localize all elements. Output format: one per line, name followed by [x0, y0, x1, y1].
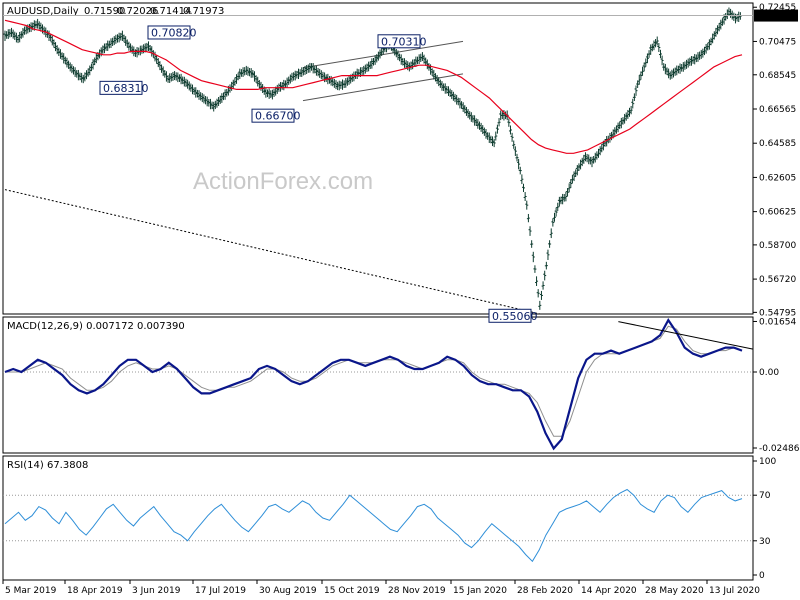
- rsi-tick-label: 0: [759, 571, 765, 581]
- channel-lines: [302, 40, 464, 102]
- price-tick-label: 0.60625: [759, 208, 796, 218]
- macd-tick-label: -0.02486: [759, 444, 800, 454]
- channel-lower: [302, 73, 464, 102]
- x-tick-label: 17 Jul 2019: [195, 586, 246, 596]
- x-tick-label: 28 May 2020: [645, 586, 704, 596]
- price-header-symbol: AUDUSD,Daily: [7, 6, 79, 17]
- x-axis: 5 Mar 2019 18 Apr 2019 3 Jun 2019 17 Jul 20…: [2, 580, 760, 596]
- price-annotation-label: 0.66700: [255, 110, 301, 123]
- x-tick-label: 3 Jun 2019: [132, 586, 181, 596]
- rsi-layer: 100 70 30 0: [3, 457, 776, 581]
- price-annotation-box: [99, 80, 143, 95]
- macd-signal-line: [5, 325, 743, 437]
- price-header-high: 0.72026: [117, 6, 158, 17]
- price-annotations: 0.70820 0.68310 0.66700 0.70310 0.55060: [99, 25, 538, 323]
- x-tick-label: 28 Feb 2020: [517, 586, 573, 596]
- rsi-header: RSI(14) 67.3808: [7, 460, 88, 471]
- price-annotation-box: [488, 308, 532, 323]
- price-tick-label: 0.58700: [759, 241, 796, 251]
- price-header-open: 0.71590: [84, 6, 125, 17]
- price-tick-label: 0.72455: [759, 3, 796, 13]
- x-tick-label: 28 Nov 2019: [388, 586, 446, 596]
- watermark: ActionForex.com: [193, 168, 373, 195]
- rsi-panel-frame: [2, 455, 754, 581]
- rsi-tick-label: 70: [759, 491, 771, 501]
- x-tick-label: 15 Jan 2020: [453, 586, 507, 596]
- price-annotation-box: [377, 34, 421, 49]
- last-price-label: 0.71973: [757, 13, 794, 23]
- price-header-low: 0.71414: [150, 6, 191, 17]
- price-annotation-box: [251, 108, 295, 123]
- macd-main-line: [4, 317, 743, 451]
- rsi-tick-label: 30: [759, 537, 771, 547]
- rsi-line: [4, 488, 743, 563]
- macd-layer: 0.01654 0.00 -0.02486: [3, 317, 800, 454]
- macd-trendline: [618, 321, 754, 350]
- x-tick-label: 15 Oct 2019: [324, 586, 380, 596]
- moving-average-line: [4, 19, 743, 154]
- price-annotation-label: 0.70820: [151, 26, 197, 39]
- x-tick-label: 13 Jul 2020: [709, 586, 760, 596]
- long-ma-line: [4, 189, 541, 315]
- price-tick-label: 0.68545: [759, 71, 796, 81]
- price-annotation-box: [147, 25, 191, 40]
- last-price-box: [754, 9, 798, 22]
- price-annotation-label: 0.68310: [103, 82, 149, 95]
- x-tick-label: 5 Mar 2019: [5, 586, 57, 596]
- macd-tick-label: 0.00: [759, 368, 779, 378]
- macd-panel-frame: [2, 316, 754, 454]
- price-tick-label: 0.66565: [759, 105, 796, 115]
- price-tick-label: 0.56720: [759, 275, 796, 285]
- ma-path: [4, 19, 743, 154]
- macd-header: MACD(12,26,9) 0.007172 0.007390: [7, 321, 185, 332]
- price-tick-label: 0.70475: [759, 37, 796, 47]
- price-tick-label: 0.62605: [759, 173, 796, 183]
- long-ma-segment: [4, 189, 541, 315]
- price-axis: 0.72455 0.70475 0.68545 0.66565 0.64585 0.626…: [3, 3, 798, 318]
- price-bars: [3, 7, 742, 310]
- price-panel-frame: [2, 2, 754, 315]
- rsi-tick-label: 100: [759, 457, 776, 467]
- x-tick-label: 30 Aug 2019: [259, 586, 317, 596]
- macd-tick-label: 0.01654: [759, 317, 796, 327]
- channel-upper: [302, 40, 464, 69]
- price-tick-label: 0.64585: [759, 139, 796, 149]
- price-header-close: 0.71973: [183, 6, 224, 17]
- price-annotation-label: 0.55060: [492, 310, 538, 323]
- price-tick-label: 0.54795: [759, 308, 796, 318]
- x-tick-label: 14 Apr 2020: [581, 586, 637, 596]
- x-tick-label: 18 Apr 2019: [67, 586, 123, 596]
- price-annotation-label: 0.70310: [381, 35, 427, 48]
